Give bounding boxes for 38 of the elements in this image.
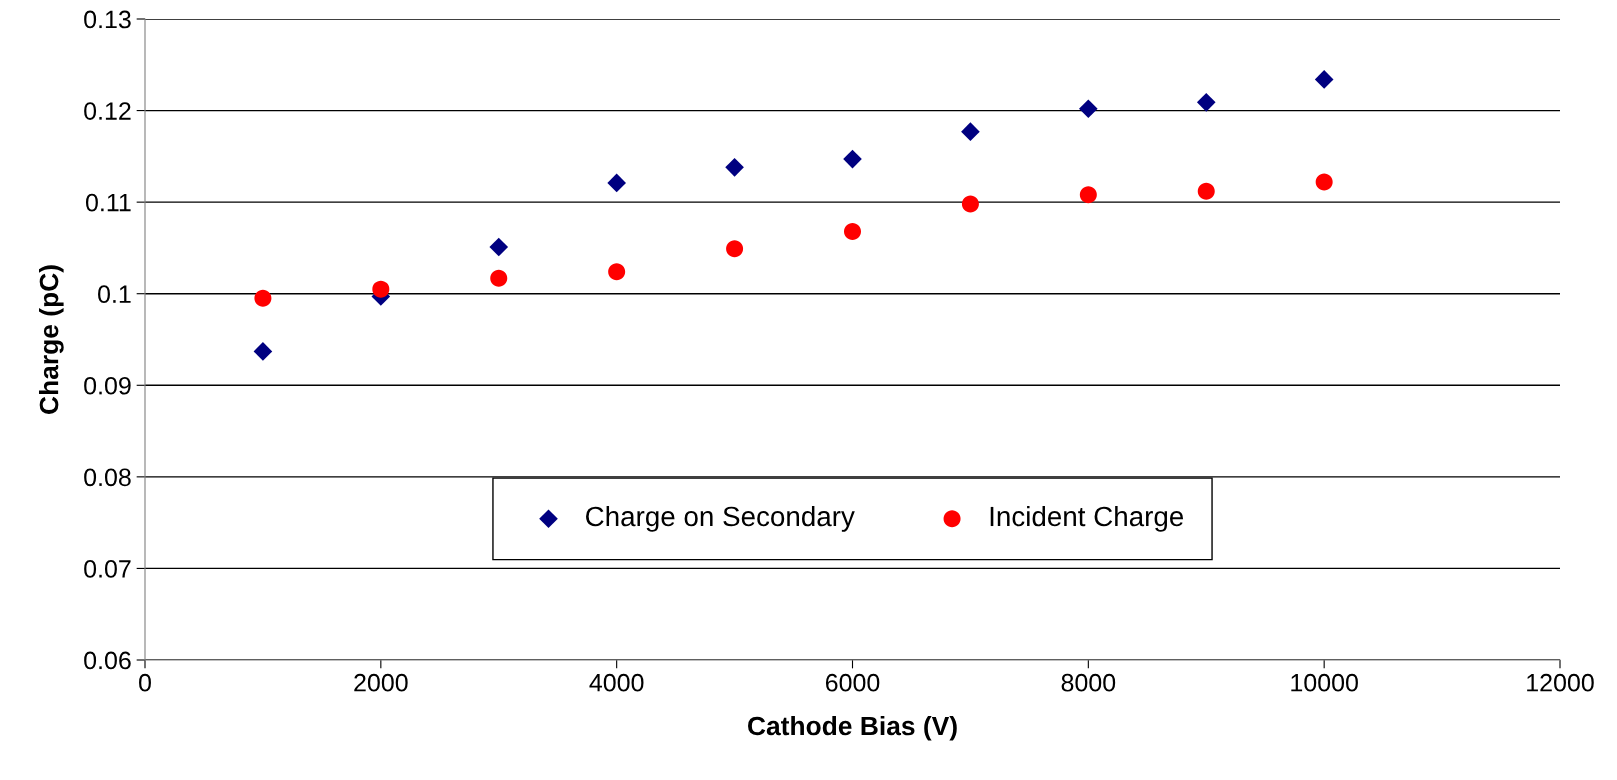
point <box>607 173 626 193</box>
point <box>725 158 744 177</box>
point <box>372 280 390 298</box>
y-tick-label: 0.08 <box>84 468 131 487</box>
x-tick-label: 0 <box>139 673 151 692</box>
y-axis-title: Charge (pC) <box>38 265 64 414</box>
point <box>1315 173 1333 191</box>
point <box>253 342 273 361</box>
y-tick-label: 0.09 <box>84 376 131 395</box>
point <box>1197 182 1215 200</box>
y-tick-label: 0.11 <box>85 193 131 212</box>
point <box>726 240 744 258</box>
point <box>843 149 862 169</box>
point <box>1314 70 1334 89</box>
x-tick-label: 4000 <box>589 673 644 692</box>
y-tick-label: 0.1 <box>98 285 131 304</box>
x-tick-label: 12000 <box>1527 673 1594 692</box>
x-tick-label: 8000 <box>1061 673 1116 692</box>
point <box>1079 99 1098 119</box>
y-tick-label: 0.06 <box>84 651 131 670</box>
legend-label: Incident Charge <box>990 505 1184 532</box>
point <box>1079 186 1097 204</box>
y-tick-label: 0.13 <box>84 10 131 29</box>
point <box>843 222 862 240</box>
x-tick-label: 10000 <box>1291 673 1358 692</box>
point <box>608 263 626 281</box>
point <box>489 237 509 257</box>
x-axis-title: Cathode Bias (V) <box>748 715 957 741</box>
x-tick-label: 6000 <box>825 673 880 692</box>
x-tick-label: 2000 <box>354 673 408 692</box>
point <box>961 122 980 141</box>
point <box>254 289 272 307</box>
point <box>490 269 508 287</box>
point <box>961 195 979 213</box>
y-tick-label: 0.12 <box>84 102 131 120</box>
point <box>1196 93 1216 112</box>
y-tick-label: 0.07 <box>84 560 131 578</box>
legend-label: Charge on Secondary <box>586 505 855 532</box>
